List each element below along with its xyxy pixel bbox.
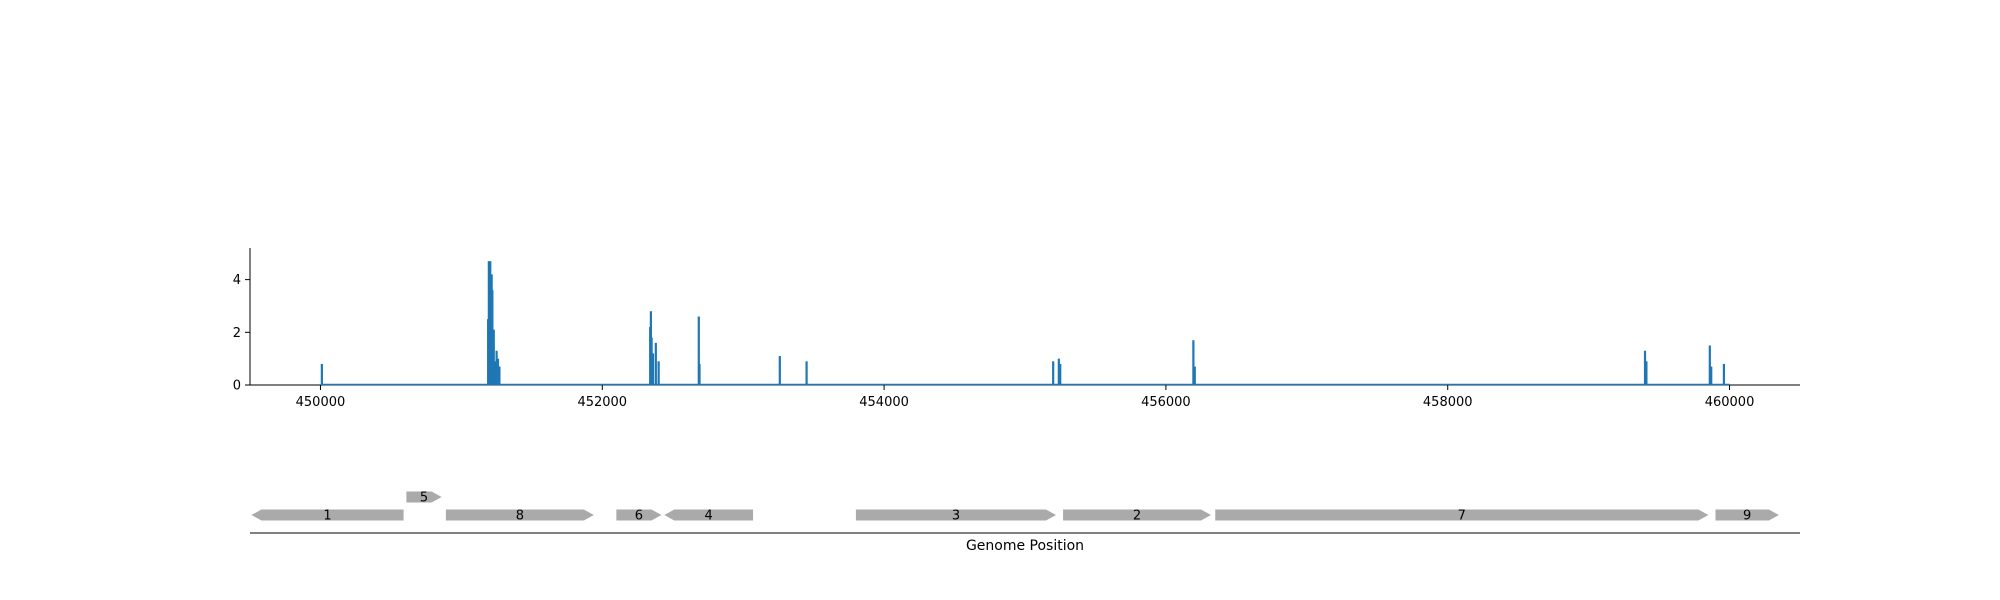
coverage-bar — [651, 353, 655, 385]
coverage-bar — [1192, 340, 1195, 385]
gene-arrow — [445, 509, 594, 521]
coverage-plot: 450000 452000 454000 456000 458000 460000 0 2 4 — [233, 248, 1800, 410]
coverage-bar — [320, 363, 323, 385]
coverage-bar — [498, 366, 501, 385]
coverage-bar — [492, 329, 495, 385]
y-axis-ticks: 0 2 4 — [233, 273, 250, 394]
gene-label: 3 — [952, 509, 960, 524]
gene-label: 9 — [1743, 509, 1751, 524]
coverage-bar — [1710, 366, 1713, 385]
gene-label: 5 — [420, 491, 428, 506]
y-tick-label: 4 — [233, 273, 241, 288]
coverage-bar — [1708, 345, 1711, 385]
gene-label: 1 — [323, 509, 331, 524]
coverage-bar — [1052, 361, 1055, 385]
coverage-bar — [1645, 361, 1648, 385]
coverage-bar — [650, 337, 653, 385]
gene-features: 1 5 8 6 4 3 2 7 9 — [251, 491, 1779, 524]
gene-arrow — [855, 509, 1056, 521]
gene-arrow — [664, 509, 754, 521]
x-tick-label: 460000 — [1705, 395, 1755, 410]
gene-arrow — [1063, 509, 1211, 521]
coverage-bar — [654, 342, 657, 385]
gene-label: 7 — [1458, 509, 1466, 524]
coverage-bar — [1059, 363, 1062, 385]
x-tick-label: 450000 — [296, 395, 346, 410]
coverage-bar — [494, 361, 497, 385]
gene-label: 2 — [1133, 509, 1141, 524]
coverage-bar — [491, 290, 494, 385]
x-tick-label: 452000 — [577, 395, 627, 410]
y-tick-label: 2 — [233, 326, 241, 341]
gene-label: 4 — [705, 509, 713, 524]
coverage-bar — [1643, 350, 1647, 385]
gene-arrow — [406, 491, 442, 503]
gene-arrow — [251, 509, 404, 521]
x-tick-label: 456000 — [1141, 395, 1191, 410]
gene-arrow — [616, 509, 662, 521]
coverage-bars — [320, 261, 1726, 385]
coverage-bar — [657, 361, 660, 385]
coverage-bar — [698, 363, 701, 385]
gene-label: 6 — [635, 509, 643, 524]
gene-track-x-label: Genome Position — [966, 538, 1084, 554]
gene-track: 1 5 8 6 4 3 2 7 9 Genome Position — [250, 491, 1800, 554]
coverage-bar — [1722, 363, 1726, 385]
coverage-bar — [496, 358, 500, 385]
coverage-bar — [1193, 366, 1196, 385]
coverage-bar — [778, 356, 781, 385]
gene-label: 8 — [516, 509, 524, 524]
y-tick-label: 0 — [233, 379, 241, 394]
x-tick-label: 458000 — [1423, 395, 1473, 410]
coverage-bar — [1057, 358, 1060, 385]
coverage-bar — [697, 316, 700, 385]
x-axis-ticks: 450000 452000 454000 456000 458000 460000 — [296, 385, 1755, 410]
coverage-bar — [805, 361, 808, 385]
gene-arrow — [1715, 509, 1779, 521]
gene-arrow — [1215, 509, 1709, 521]
x-tick-label: 454000 — [859, 395, 909, 410]
